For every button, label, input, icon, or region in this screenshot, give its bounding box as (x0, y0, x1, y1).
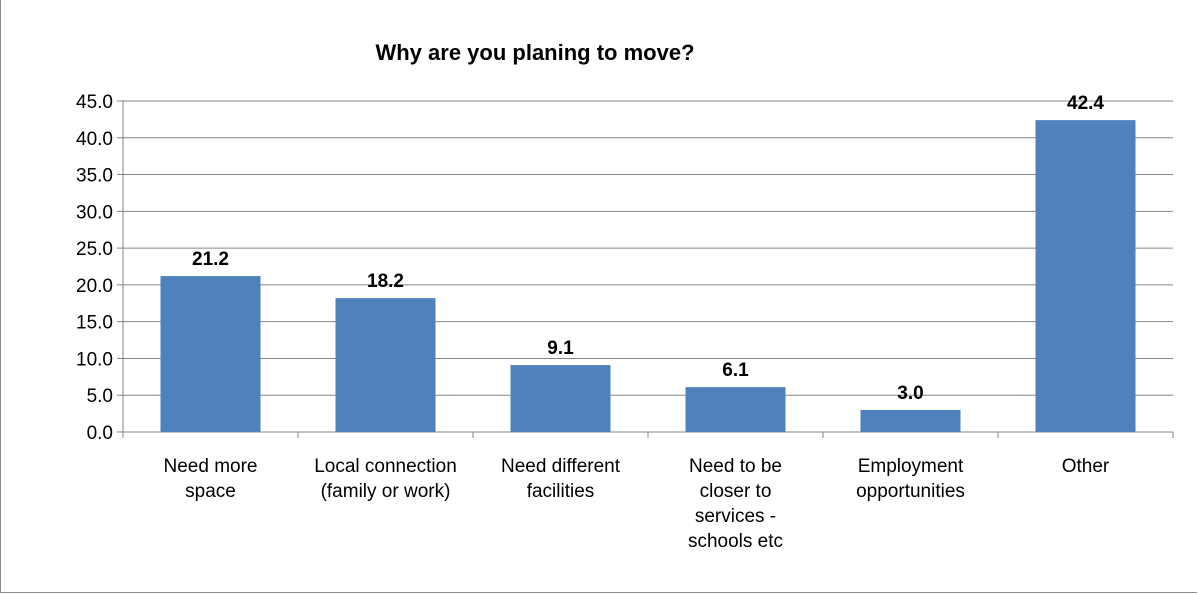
y-tick-label: 10.0 (76, 349, 113, 370)
bar (335, 298, 436, 432)
x-category-label: Need more space (164, 456, 258, 502)
x-category-label-line: space (185, 481, 236, 502)
x-category-label: Other (1062, 456, 1110, 477)
x-category-label-line: services - (695, 506, 776, 527)
x-category-label-line: opportunities (856, 481, 965, 502)
x-category-label: Need to be closer to services - schools etc (688, 456, 783, 552)
y-tick-label: 0.0 (87, 423, 113, 444)
x-category-label: Local connection (family or work) (314, 456, 457, 502)
bar (860, 409, 961, 432)
bar (160, 276, 261, 432)
y-tick-label: 40.0 (76, 129, 113, 150)
x-category-label-line: Other (1062, 456, 1110, 477)
x-category-label-line: (family or work) (321, 481, 451, 502)
chart-title: Why are you planing to move? (375, 40, 695, 65)
y-tick-label: 15.0 (76, 313, 113, 334)
x-category-label-line: Need to be (689, 456, 782, 477)
x-category-label-line: Need different (501, 456, 621, 477)
data-label: 9.1 (547, 338, 574, 359)
y-tick-label: 45.0 (76, 92, 113, 113)
data-label: 42.4 (1067, 93, 1104, 114)
y-tick-label: 35.0 (76, 166, 113, 187)
x-category-label-line: closer to (700, 481, 772, 502)
y-tick-label: 30.0 (76, 202, 113, 223)
data-label: 21.2 (192, 249, 229, 270)
x-category-label-line: Need more (164, 456, 258, 477)
x-category-label: Employment opportunities (856, 456, 965, 502)
x-category-label-line: Employment (858, 456, 964, 477)
bar (1035, 120, 1136, 432)
data-label: 6.1 (722, 360, 749, 381)
data-label: 3.0 (897, 383, 923, 404)
y-tick-label: 5.0 (87, 386, 113, 407)
x-category-label-line: facilities (527, 481, 595, 502)
data-label: 18.2 (367, 271, 404, 292)
x-category-label: Need different facilities (501, 456, 621, 502)
bar (685, 387, 786, 432)
x-category-label-line: schools etc (688, 531, 783, 552)
x-category-label-line: Local connection (314, 456, 457, 477)
y-tick-label: 25.0 (76, 239, 113, 260)
bar (510, 365, 611, 432)
y-tick-label: 20.0 (76, 276, 113, 297)
